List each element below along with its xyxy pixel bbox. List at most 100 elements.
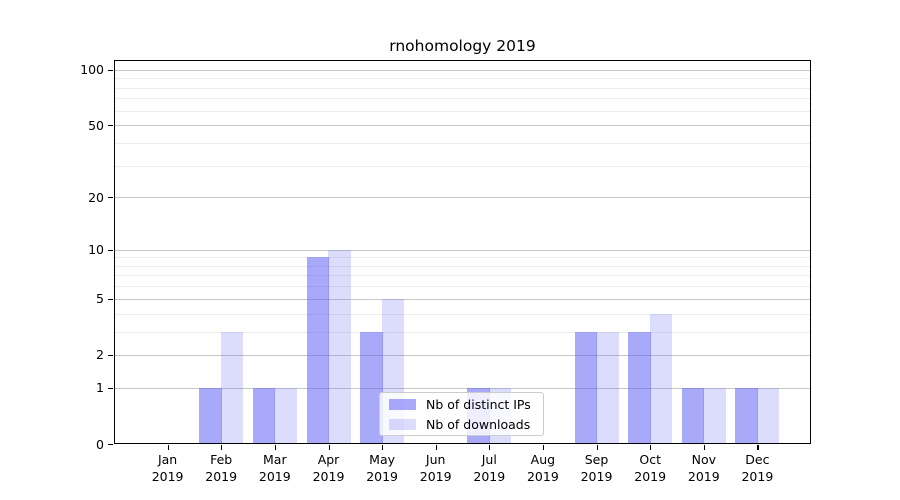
x-tick-year: 2019 bbox=[687, 468, 720, 484]
x-tick-label: Oct 2019 bbox=[618, 452, 682, 485]
x-tick-month: Jun bbox=[425, 452, 446, 467]
x-tick-year: 2019 bbox=[205, 468, 238, 484]
x-tick-mark bbox=[274, 445, 276, 450]
gridline-minor bbox=[114, 331, 811, 333]
x-tick-mark bbox=[435, 445, 437, 450]
x-tick-mark bbox=[703, 445, 705, 450]
x-tick-year: 2019 bbox=[634, 468, 667, 484]
y-tick-mark bbox=[108, 197, 113, 199]
plot-frame bbox=[114, 60, 811, 444]
x-tick-month: Aug bbox=[530, 452, 556, 467]
bar-downloads-sep bbox=[596, 331, 619, 444]
x-tick-label: Aug 2019 bbox=[511, 452, 575, 485]
x-tick-label: Feb 2019 bbox=[189, 452, 253, 485]
x-tick-month: Nov bbox=[691, 452, 716, 467]
gridline-minor bbox=[114, 110, 811, 112]
x-tick-year: 2019 bbox=[258, 468, 291, 484]
gridline-major bbox=[114, 387, 811, 389]
x-tick-month: Jul bbox=[481, 452, 497, 467]
gridline-major bbox=[114, 69, 811, 71]
x-tick-year: 2019 bbox=[580, 468, 613, 484]
x-tick-label: Jul 2019 bbox=[457, 452, 521, 485]
x-tick-label: May 2019 bbox=[350, 452, 414, 485]
legend-item-downloads: Nb of downloads bbox=[389, 417, 535, 432]
bar-distinct-ips-sep bbox=[574, 331, 597, 444]
x-tick-year: 2019 bbox=[151, 468, 184, 484]
x-tick-year: 2019 bbox=[419, 468, 452, 484]
gridline-minor bbox=[114, 275, 811, 277]
y-tick-mark bbox=[108, 125, 113, 127]
bar-distinct-ips-feb bbox=[199, 387, 222, 444]
gridline-minor bbox=[114, 313, 811, 315]
y-tick-label: 50 bbox=[88, 117, 104, 133]
legend-item-distinct-ips: Nb of distinct IPs bbox=[389, 397, 535, 412]
legend-label-downloads: Nb of downloads bbox=[426, 416, 531, 432]
x-tick-mark bbox=[167, 445, 169, 450]
gridline-major bbox=[114, 197, 811, 199]
bar-distinct-ips-apr bbox=[306, 257, 329, 444]
x-tick-mark bbox=[328, 445, 330, 450]
y-tick-mark bbox=[108, 354, 113, 357]
gridline-minor bbox=[114, 78, 811, 80]
y-tick-label: 10 bbox=[88, 242, 104, 258]
bar-distinct-ips-nov bbox=[681, 387, 705, 444]
y-tick-label: 5 bbox=[96, 291, 104, 307]
y-tick-label: 100 bbox=[80, 62, 104, 78]
x-tick-label: Sep 2019 bbox=[565, 452, 629, 485]
x-tick-label: Dec 2019 bbox=[725, 452, 789, 485]
x-tick-month: Apr bbox=[317, 452, 340, 467]
x-tick-mark bbox=[382, 445, 384, 450]
x-tick-label: Mar 2019 bbox=[243, 452, 307, 485]
x-tick-year: 2019 bbox=[526, 468, 559, 484]
y-tick-mark bbox=[108, 444, 113, 446]
bar-downloads-mar bbox=[274, 387, 297, 444]
x-tick-mark bbox=[542, 445, 545, 450]
x-tick-year: 2019 bbox=[312, 468, 345, 484]
legend-label-distinct-ips: Nb of distinct IPs bbox=[426, 396, 531, 412]
gridline-major bbox=[114, 125, 811, 127]
bar-downloads-dec bbox=[756, 387, 780, 444]
gridline-minor bbox=[114, 87, 811, 89]
gridline-minor bbox=[114, 165, 811, 167]
gridline-major bbox=[114, 298, 811, 300]
x-tick-month: Oct bbox=[639, 452, 661, 467]
gridline-major bbox=[114, 354, 811, 356]
y-tick-label: 20 bbox=[88, 189, 104, 205]
bar-distinct-ips-may bbox=[360, 331, 383, 444]
x-tick-label: Jun 2019 bbox=[404, 452, 468, 485]
x-tick-month: Feb bbox=[210, 452, 233, 467]
x-tick-month: Sep bbox=[584, 452, 609, 467]
x-tick-label: Nov 2019 bbox=[672, 452, 736, 485]
gridline-minor bbox=[114, 142, 811, 144]
bar-downloads-nov bbox=[703, 387, 726, 444]
bar-distinct-ips-dec bbox=[735, 387, 758, 444]
gridline-minor bbox=[114, 286, 811, 288]
bar-downloads-feb bbox=[220, 331, 244, 444]
chart-title: rnohomology 2019 bbox=[389, 37, 536, 55]
x-tick-year: 2019 bbox=[741, 468, 774, 484]
x-tick-year: 2019 bbox=[366, 468, 398, 484]
gridline-minor bbox=[114, 265, 811, 267]
x-tick-month: Jan bbox=[157, 452, 178, 467]
x-tick-mark bbox=[757, 445, 759, 450]
gridline-minor bbox=[114, 257, 811, 259]
x-tick-label: Jan 2019 bbox=[136, 452, 200, 485]
x-tick-label: Apr 2019 bbox=[297, 452, 361, 485]
gridline-major bbox=[114, 249, 811, 251]
bar-distinct-ips-mar bbox=[252, 387, 276, 444]
y-tick-label: 1 bbox=[96, 380, 104, 396]
y-tick-mark bbox=[108, 249, 113, 251]
x-tick-month: May bbox=[369, 452, 396, 467]
x-tick-month: Dec bbox=[745, 452, 770, 467]
bar-distinct-ips-oct bbox=[628, 331, 651, 444]
x-tick-year: 2019 bbox=[473, 468, 506, 484]
gridline-minor bbox=[114, 98, 811, 100]
x-tick-mark bbox=[221, 445, 223, 450]
bar-downloads-apr bbox=[328, 249, 351, 444]
legend-swatch-distinct-ips bbox=[389, 398, 416, 410]
x-tick-month: Mar bbox=[263, 452, 287, 467]
y-tick-mark bbox=[108, 387, 113, 389]
y-tick-label: 0 bbox=[96, 436, 104, 452]
y-tick-mark bbox=[108, 69, 113, 71]
